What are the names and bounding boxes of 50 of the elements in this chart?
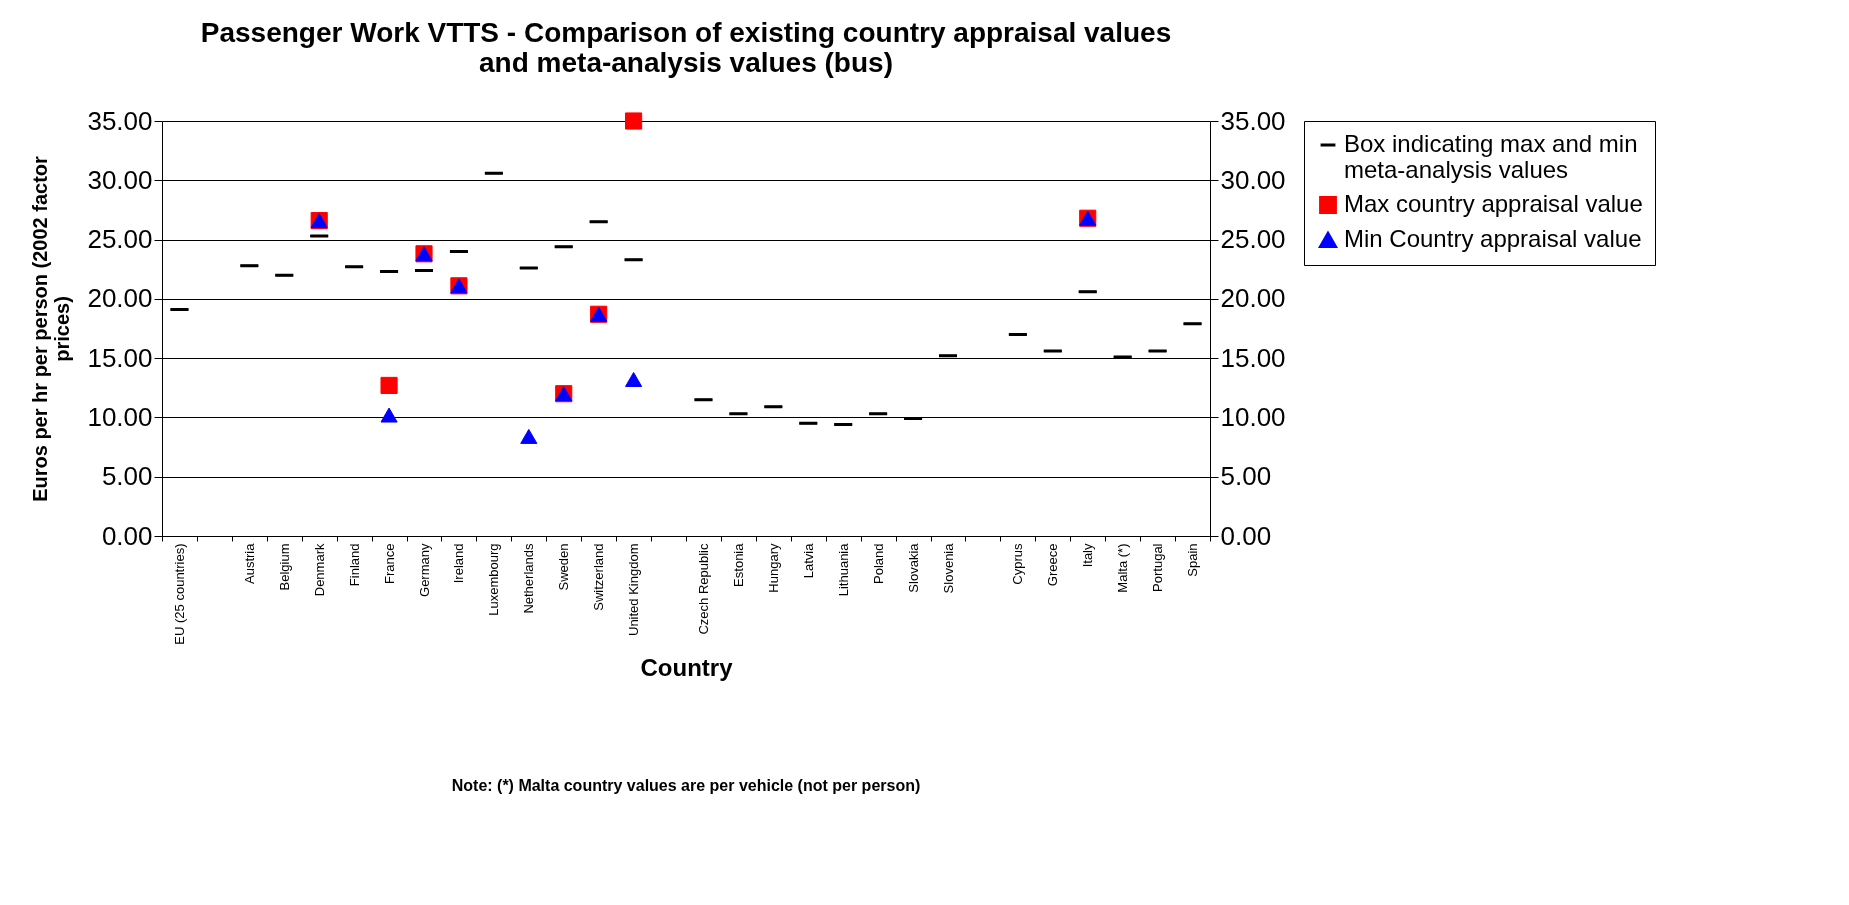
y-tick-label: 0.00 [101,520,153,551]
y-tick-label: 5.00 [101,461,153,492]
y-tick-label: 15.00 [87,342,153,373]
x-tick-label: Lithuania [835,542,851,597]
x-tick-label: Cyprus [1010,543,1026,585]
x-tick-label: Switzerland [591,543,607,611]
y2-tick-label: 30.00 [1220,164,1286,195]
x-tick-label: Czech Republic [695,543,711,635]
y2-tick-label: 0.00 [1220,520,1272,551]
y-tick-label: 20.00 [87,283,153,314]
x-tick-label: Italy [1080,543,1096,568]
x-tick-label: France [381,543,397,584]
x-axis-title: Country [640,653,734,681]
x-tick-label: Luxembourg [486,543,502,616]
x-tick-label: Belgium [276,543,292,591]
chart-title: Passenger Work VTTS - Comparison of existing country appraisal values and meta-analysis values (bus) [200,17,1172,78]
text: Note: (*) Malta country values are per vehicle (not per person) [451,777,921,794]
y2-tick-label: 20.00 [1220,283,1286,314]
x-tick-label: Denmark [311,543,327,597]
x-tick-label: Slovenia [940,542,956,594]
x-tick-label: Netherlands [521,543,537,614]
x-tick-label: Portugal [1150,543,1166,592]
y2-tick-label: 15.00 [1220,342,1286,373]
x-tick-label: Germany [416,543,432,597]
x-tick-label: Austria [241,542,257,584]
x-tick-label: Malta (*) [1115,543,1131,593]
y-tick-label: 35.00 [87,105,153,136]
y2-tick-label: 25.00 [1220,224,1286,255]
y-tick-label: 10.00 [87,401,153,432]
x-tick-label: Ireland [451,543,467,584]
y2-tick-label: 5.00 [1220,461,1272,492]
legend-label: Max country appraisal value [1344,190,1643,217]
legend-label: Box indicating max and min meta-analysis values [1344,130,1638,183]
y2-tick-label: 35.00 [1220,105,1286,136]
x-tick-label: Slovakia [905,542,921,593]
x-tick-label: Poland [870,543,886,584]
legend-label: Min Country appraisal value [1344,225,1642,252]
x-tick-label: United Kingdom [626,543,642,636]
x-tick-label: Estonia [730,542,746,587]
y-tick-label: 30.00 [87,164,153,195]
y2-tick-label: 10.00 [1220,401,1286,432]
x-tick-label: Latvia [800,542,816,579]
x-tick-label: Finland [346,543,362,587]
x-tick-label: Sweden [556,543,572,591]
x-tick-label: Spain [1185,543,1201,577]
y-tick-label: 25.00 [87,224,153,255]
x-tick-label: Greece [1045,543,1061,587]
x-tick-label: EU (25 countries) [171,543,187,645]
x-tick-label: Hungary [765,543,781,593]
y-axis-title: Euros per hr per person (2002 factor prices) [29,155,74,502]
